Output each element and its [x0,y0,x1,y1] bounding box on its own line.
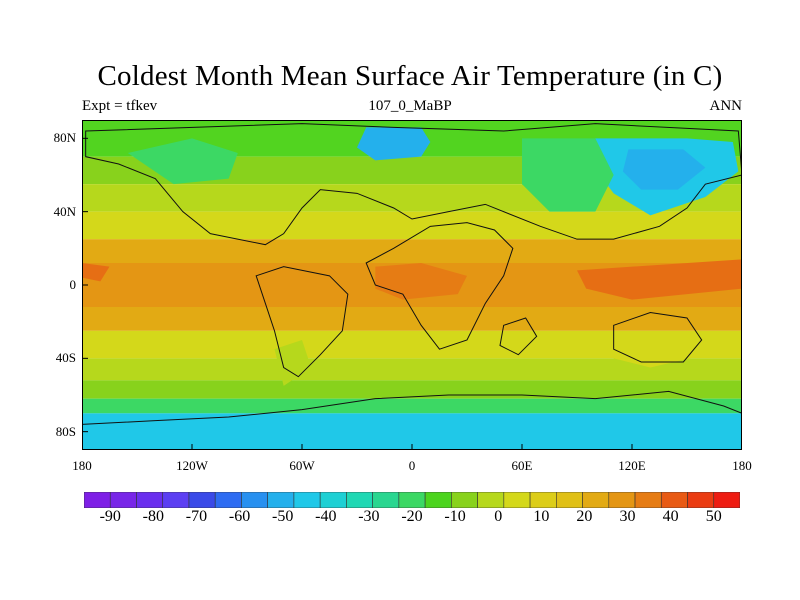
color-scale-swatch [713,492,740,508]
color-scale-swatch [608,492,636,508]
color-scale-label: 50 [705,508,722,525]
time-period-label: 107_0_MaBP [368,98,452,114]
coastline-africa-arabia [365,222,514,350]
color-scale-swatch [529,492,557,508]
color-scale-swatch [109,492,137,508]
color-scale-label: 20 [576,508,593,525]
longitude-tick-label: 120W [176,458,208,473]
temperature-region-asia-mid [522,138,614,212]
coastline-laurasia [85,123,742,246]
color-scale-swatch [556,492,583,508]
latitude-tick-label: 80N [53,130,76,146]
coastline-south-america [255,266,349,378]
latitude-tick-label: 40S [55,350,76,366]
color-scale-swatch [582,492,610,508]
color-scale-swatch [84,492,111,508]
color-scale-swatch [477,492,505,508]
temperature-region-australia-mid [613,330,706,368]
color-scale-swatch [503,492,531,508]
coastline-india [499,317,538,356]
temperature-region-south-america-cool [274,340,312,386]
color-scale-label: -10 [444,508,466,525]
color-scale-swatch [241,492,268,508]
latitude-tick-label: 40N [53,203,76,219]
color-scale-swatch [346,492,373,508]
temperature-band-6 [82,307,742,331]
color-scale-label: 0 [494,508,503,525]
longitude-tick-label: 60E [511,458,533,473]
color-scale-label: -20 [401,508,423,525]
temperature-region-north-polar-cold [357,127,431,161]
coastline-antarctica [82,390,742,450]
page-title: Coldest Month Mean Surface Air Temperatu… [97,60,723,92]
color-scale-swatch [214,492,242,508]
color-scale-bar [84,492,740,508]
temperature-band-3 [82,211,742,240]
color-scale-swatch [424,492,452,508]
color-scale-label: -80 [142,508,165,525]
color-scale-swatch [319,492,347,508]
temperature-band-4 [82,239,742,263]
color-scale-swatch [136,492,164,508]
color-scale-label: -50 [272,508,294,525]
longitude-tick-label: 60W [289,458,315,473]
temperature-band-11 [82,413,742,450]
longitude-tick-label: 120E [618,458,646,473]
color-scale-swatch [451,492,478,508]
color-scale-swatch [634,492,662,508]
color-scale-swatch [398,492,426,508]
color-scale-label: -40 [315,508,337,525]
temperature-region-africa-warm [375,263,467,300]
color-scale-swatch [293,492,321,508]
color-scale-label: 30 [619,508,636,525]
temperature-band-8 [82,358,742,381]
color-scale-label: 40 [662,508,679,525]
latitude-tick-label: 80S [55,423,76,439]
season-label: ANN [709,98,743,114]
color-scale-swatch [372,492,400,508]
temperature-region-equatorial-pacific-west [577,259,742,300]
longitude-tick-label: 180 [732,458,752,473]
color-scale-label: -90 [99,508,121,525]
color-scale-swatch [188,492,216,508]
color-scale-swatch [267,492,295,508]
experiment-label: Expt = tfkev [82,98,158,114]
color-scale-swatch [687,492,715,508]
color-scale-label: -70 [185,508,208,525]
color-scale-label: 10 [533,508,550,525]
latitude-tick-label: 0 [69,277,77,292]
color-scale-label: -60 [228,508,251,525]
temperature-map [82,120,742,450]
color-scale-swatch [162,492,190,508]
longitude-tick-label: 0 [408,458,416,473]
temperature-band-9 [82,380,742,399]
temperature-region-equatorial-pacific-east [82,263,110,282]
coastline-australia [613,311,703,363]
color-scale-label: -30 [358,508,380,525]
temperature-region-america-north [127,138,238,185]
longitude-tick-label: 180 [72,458,92,473]
temperature-band-10 [82,398,742,414]
color-scale-swatch [660,492,688,508]
temperature-region-asia-cold-core [622,149,706,190]
